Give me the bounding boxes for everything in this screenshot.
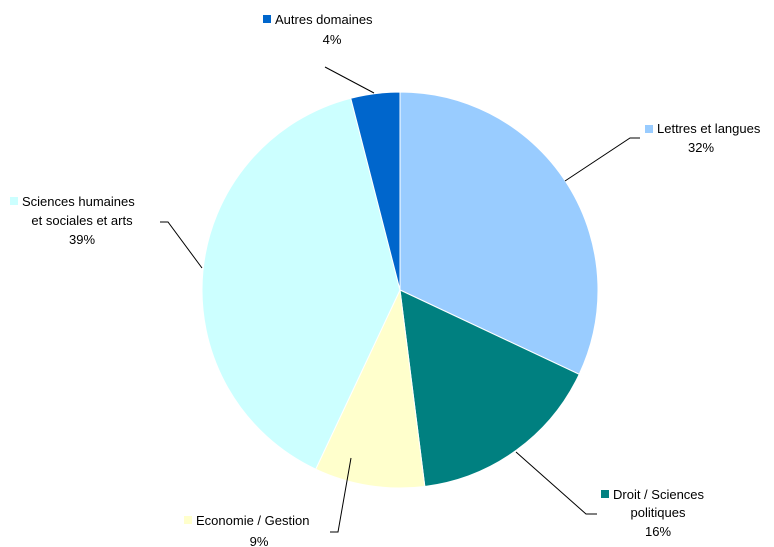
slice-value-economie-gestion: 9%	[250, 534, 269, 547]
leader-line-droit-sciences-politiques	[515, 451, 597, 515]
leader-line-lettres-et-langues	[564, 137, 640, 182]
legend-marker-economie-gestion	[184, 516, 192, 524]
slice-label-sciences-humaines-et-sociales-et-arts-line2: et sociales et arts	[31, 213, 133, 228]
pie-slice-lettres-et-langues	[399, 91, 599, 375]
legend-marker-autres-domaines	[263, 15, 271, 23]
pie-slices	[201, 91, 599, 489]
slice-value-lettres-et-langues: 32%	[688, 140, 714, 155]
slice-value-autres-domaines: 4%	[323, 32, 342, 47]
leader-line-sciences-humaines-et-sociales-et-arts	[160, 221, 203, 269]
legend-marker-sciences-humaines-et-sociales-et-arts	[10, 197, 18, 205]
pie-slice-autres-domaines	[350, 91, 401, 291]
slice-label-autres-domaines: Autres domaines	[275, 12, 373, 27]
pie-slice-economie-gestion	[315, 288, 426, 489]
slice-label-economie-gestion: Economie / Gestion	[196, 513, 309, 528]
slice-value-droit-sciences-politiques: 16%	[645, 524, 671, 539]
pie-slice-droit-sciences-politiques	[399, 289, 580, 487]
slice-label-lettres-et-langues: Lettres et langues	[657, 121, 761, 136]
leader-line-autres-domaines	[324, 66, 375, 94]
legend-marker-droit-sciences-politiques	[601, 490, 609, 498]
pie-slice-sciences-humaines-et-sociales-et-arts	[201, 97, 401, 470]
slice-value-sciences-humaines-et-sociales-et-arts: 39%	[69, 232, 95, 247]
legend-marker-lettres-et-langues	[645, 125, 653, 133]
slice-label-droit-sciences-politiques: Droit / Sciences	[613, 487, 705, 502]
slice-labels: Lettres et langues 32% Droit / Sciences pol…	[10, 12, 761, 547]
slice-label-droit-sciences-politiques-line2: politiques	[631, 505, 686, 520]
leader-lines	[160, 66, 640, 533]
slice-label-sciences-humaines-et-sociales-et-arts: Sciences humaines	[22, 194, 135, 209]
leader-line-economie-gestion	[330, 457, 352, 533]
